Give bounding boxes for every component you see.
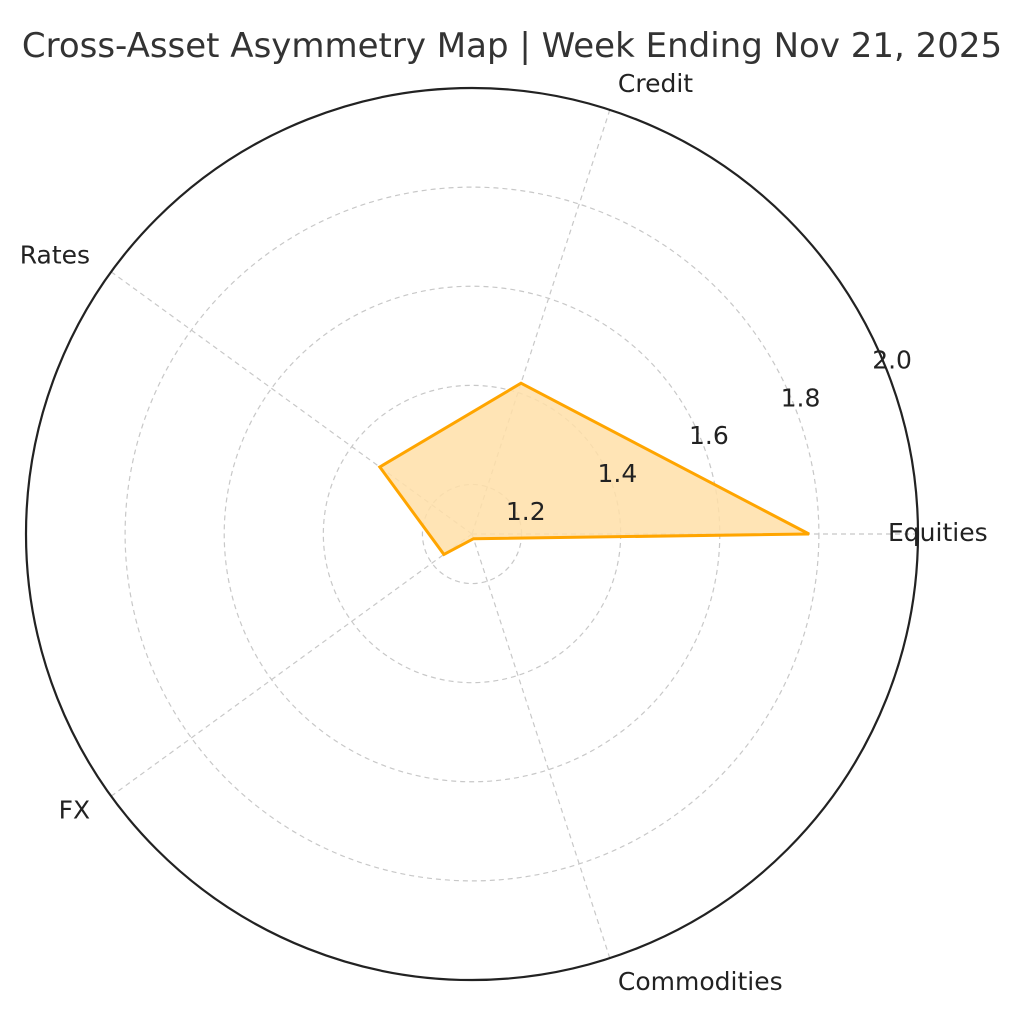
category-label-commodities: Commodities (618, 967, 783, 996)
radial-tick-labels: 1.2 1.4 1.6 1.8 2.0 (506, 345, 912, 526)
radial-tick-label: 2.0 (872, 345, 912, 374)
spoke-line (110, 533, 473, 797)
category-label-fx: FX (59, 795, 91, 824)
chart-title: Cross-Asset Asymmetry Map | Week Ending … (22, 26, 1002, 66)
spoke-line (471, 533, 611, 959)
series-layer (377, 381, 810, 557)
category-label-equities: Equities (888, 518, 988, 547)
radial-tick-label: 1.8 (781, 383, 821, 412)
series-line (377, 381, 810, 557)
radial-tick-label: 1.6 (689, 421, 729, 450)
outer-frame (24, 86, 920, 982)
category-labels: Equities Credit Rates FX Commodities (20, 69, 988, 996)
radial-tick-label: 1.2 (506, 497, 546, 526)
category-label-rates: Rates (20, 241, 90, 270)
category-label-credit: Credit (618, 69, 693, 98)
series-area (379, 383, 809, 555)
radial-tick-label: 1.4 (598, 459, 638, 488)
